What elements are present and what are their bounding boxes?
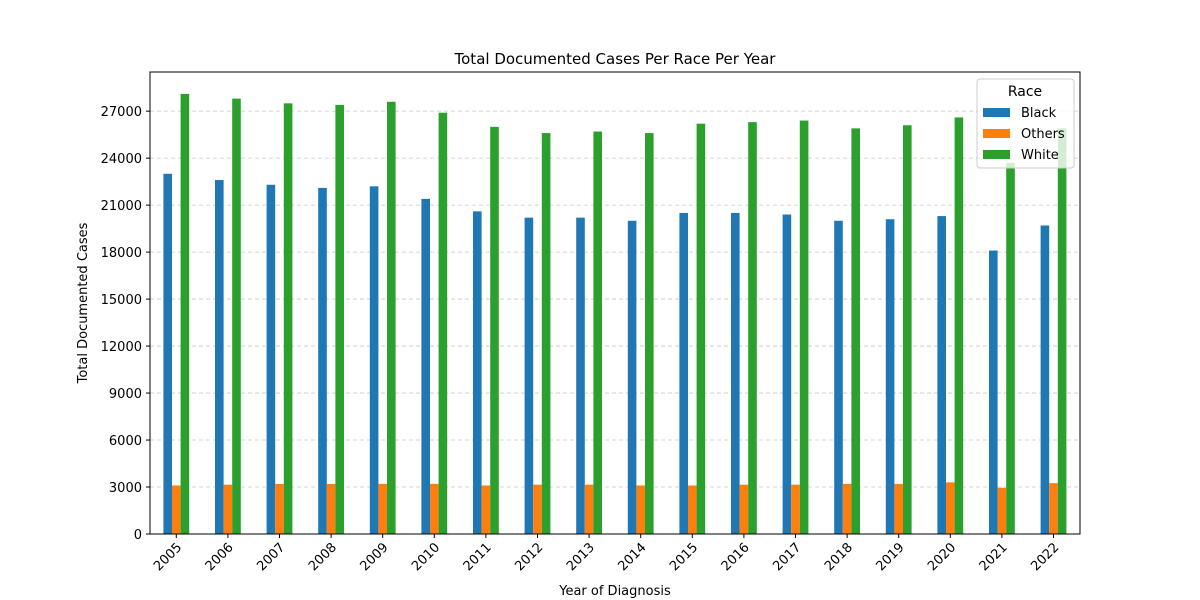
y-tick-label: 3000	[109, 481, 142, 496]
bar-white-2014	[645, 133, 654, 534]
y-tick-label: 18000	[101, 246, 142, 261]
bar-white-2016	[748, 122, 757, 534]
bar-black-2013	[576, 217, 585, 534]
bar-white-2011	[490, 126, 499, 534]
bar-black-2022	[1040, 225, 1050, 534]
bar-others-2008	[326, 483, 336, 534]
legend-swatch-others	[983, 129, 1010, 138]
legend-box	[976, 78, 1075, 169]
bar-white-2012	[541, 133, 551, 534]
legend-label-black: Black	[1021, 106, 1057, 121]
bar-black-2007	[266, 184, 276, 534]
bar-white-2008	[335, 104, 344, 535]
bar-others-2021	[997, 487, 1007, 534]
bar-others-2017	[791, 484, 800, 534]
y-tick-label: 15000	[101, 293, 142, 308]
y-tick-label: 21000	[101, 199, 142, 214]
bar-white-2006	[232, 98, 241, 535]
bar-black-2017	[782, 214, 792, 534]
bar-white-2019	[903, 125, 912, 534]
bar-others-2018	[842, 483, 852, 534]
bar-others-2005	[172, 485, 181, 534]
bar-black-2012	[524, 217, 534, 534]
bar-black-2005	[163, 173, 172, 534]
bar-others-2007	[275, 483, 284, 534]
bar-others-2014	[636, 485, 645, 534]
bar-others-2019	[894, 483, 903, 534]
y-tick-label: 6000	[109, 434, 142, 449]
bar-black-2018	[834, 220, 843, 534]
bar-others-2013	[584, 484, 594, 534]
bar-others-2015	[688, 485, 697, 534]
bar-white-2015	[696, 123, 706, 534]
plot-frame	[149, 71, 1081, 535]
bar-white-2013	[593, 131, 602, 534]
bar-black-2008	[318, 187, 327, 534]
bar-black-2009	[369, 186, 379, 534]
bar-white-2021	[1006, 162, 1015, 534]
bar-black-2016	[731, 212, 740, 534]
bar-others-2020	[946, 482, 955, 534]
bar-white-2007	[283, 103, 293, 535]
bars	[163, 93, 1067, 535]
grid-lines	[150, 110, 1080, 488]
legend: Race Black Others White	[976, 78, 1075, 169]
bar-others-2016	[739, 484, 749, 534]
bar-others-2022	[1049, 483, 1058, 534]
bar-black-2021	[989, 250, 998, 535]
bar-white-2005	[180, 93, 190, 535]
bar-black-2014	[627, 220, 637, 534]
bar-others-2010	[430, 483, 439, 534]
legend-label-others: Others	[1021, 127, 1065, 142]
bar-others-2006	[223, 484, 233, 534]
legend-swatch-white	[983, 150, 1010, 159]
bar-black-2015	[679, 212, 688, 534]
bar-others-2009	[378, 483, 387, 534]
bar-white-2010	[438, 112, 448, 535]
bar-black-2011	[473, 211, 482, 534]
y-tick-label: 9000	[109, 387, 142, 402]
bar-others-2011	[481, 485, 491, 534]
bar-others-2012	[533, 484, 542, 534]
y-tick-label: 24000	[101, 152, 142, 167]
y-tick-label: 27000	[101, 105, 142, 120]
y-tick-label: 12000	[101, 340, 142, 355]
legend-items: Black Others White	[983, 106, 1065, 163]
chart-title: Total Documented Cases Per Race Per Year	[454, 50, 777, 68]
bar-white-2018	[851, 128, 860, 535]
bar-white-2020	[954, 117, 964, 535]
bar-white-2009	[387, 101, 396, 535]
bar-black-2019	[885, 219, 895, 534]
bar-white-2022	[1057, 128, 1067, 535]
legend-title: Race	[1008, 84, 1042, 100]
legend-label-white: White	[1021, 148, 1059, 163]
bar-white-2017	[799, 120, 809, 534]
y-axis-label: Total Documented Cases	[76, 222, 91, 384]
bar-black-2020	[937, 216, 946, 534]
x-axis-label: Year of Diagnosis	[558, 584, 671, 599]
y-tick-label: 0	[134, 528, 142, 543]
y-axis-ticks: 0 3000 6000 9000 12000 15000 18000 21000 24000 27…	[101, 105, 150, 543]
bar-black-2006	[215, 180, 224, 534]
legend-swatch-black	[983, 108, 1010, 117]
bar-black-2010	[421, 198, 430, 534]
